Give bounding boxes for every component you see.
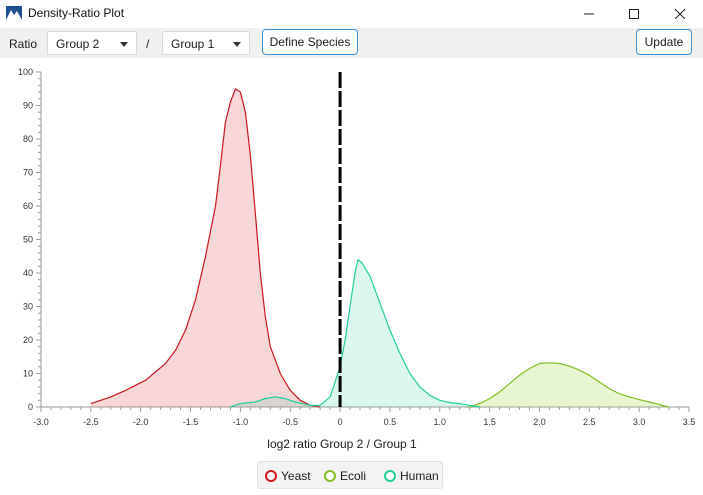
maximize-icon	[629, 9, 639, 19]
y-tick-label: 10	[23, 369, 33, 379]
series-area-yeast	[90, 88, 321, 408]
title-bar: Density-Ratio Plot	[0, 0, 703, 28]
maximize-button[interactable]	[611, 0, 657, 28]
series-layer	[90, 88, 670, 408]
numerator-select[interactable]: Group 2	[47, 31, 137, 55]
legend-ecoli-marker[interactable]	[324, 470, 336, 482]
x-tick-label: 0	[338, 417, 343, 427]
y-tick-label: 50	[23, 235, 33, 245]
x-tick-label: 2.0	[533, 417, 546, 427]
legend-human-label[interactable]: Human	[400, 469, 439, 483]
y-tick-label: 80	[23, 134, 33, 144]
minimize-icon	[584, 13, 594, 15]
x-tick-label: 3.5	[683, 417, 696, 427]
y-tick-label: 100	[18, 67, 33, 77]
x-tick-label: 0.5	[384, 417, 397, 427]
close-button[interactable]	[657, 0, 703, 28]
numerator-value: Group 2	[56, 37, 100, 51]
update-button[interactable]: Update	[636, 29, 692, 55]
x-tick-label: -1.5	[183, 417, 199, 427]
x-tick-label: -0.5	[282, 417, 298, 427]
define-species-button[interactable]: Define Species	[262, 29, 358, 55]
series-line-ecoli	[469, 362, 670, 408]
legend-human-marker[interactable]	[384, 470, 396, 482]
x-tick-label: -1.0	[233, 417, 249, 427]
series-line-human	[230, 259, 480, 408]
toolbar: Ratio Group 2 / Group 1 Define Species U…	[0, 28, 703, 58]
ratio-label: Ratio	[9, 37, 38, 51]
y-tick-label: 20	[23, 335, 33, 345]
minimize-button[interactable]	[566, 0, 612, 28]
denominator-select[interactable]: Group 1	[162, 31, 250, 55]
x-tick-label: -3.0	[33, 417, 49, 427]
series-line-yeast	[90, 88, 321, 408]
chart-legend: Yeast Ecoli Human	[257, 461, 443, 489]
y-tick-label: 40	[23, 268, 33, 278]
ratio-divider: /	[146, 37, 150, 51]
y-tick-label: 90	[23, 101, 33, 111]
x-tick-label: 1.5	[483, 417, 496, 427]
density-ratio-chart: 0 10 20 30 40 50 60 70 80 90 100 -3.0 -2.5 -2.0 -1.5 -1…	[18, 67, 695, 451]
y-tick-label: 70	[23, 168, 33, 178]
x-tick-label: -2.5	[83, 417, 99, 427]
close-icon	[675, 9, 685, 19]
y-tick-label: 60	[23, 201, 33, 211]
y-tick-label: 30	[23, 302, 33, 312]
x-tick-label: 2.5	[583, 417, 596, 427]
legend-ecoli-label[interactable]: Ecoli	[340, 469, 367, 483]
axes: 0 10 20 30 40 50 60 70 80 90 100 -3.0 -2.5 -2.0 -1.5 -1…	[18, 67, 695, 427]
series-area-human	[230, 259, 480, 407]
series-area-ecoli	[469, 362, 670, 407]
legend-yeast-label[interactable]: Yeast	[281, 469, 311, 483]
x-tick-label: 1.0	[434, 417, 447, 427]
legend-yeast-marker[interactable]	[265, 470, 277, 482]
x-tick-label: 3.0	[633, 417, 646, 427]
x-tick-label: -2.0	[133, 417, 149, 427]
chevron-down-icon	[233, 42, 241, 47]
chevron-down-icon	[120, 42, 128, 47]
y-tick-label: 0	[28, 402, 33, 412]
x-axis-label: log2 ratio Group 2 / Group 1	[267, 437, 417, 451]
mountain-app-icon	[6, 6, 22, 20]
denominator-value: Group 1	[171, 37, 215, 51]
window-title: Density-Ratio Plot	[28, 6, 125, 20]
